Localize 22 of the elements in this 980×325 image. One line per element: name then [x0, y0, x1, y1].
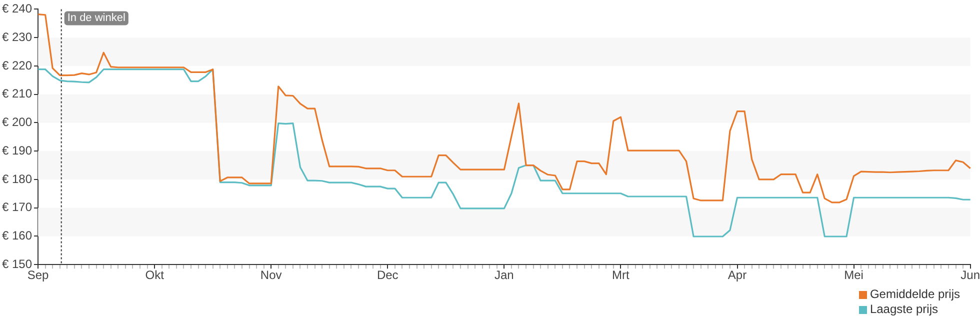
x-tick-label: Okt: [145, 268, 165, 282]
annotation: In de winkel: [67, 12, 126, 24]
y-tick-label: € 210: [2, 86, 32, 101]
x-tick-label: Apr: [728, 268, 747, 282]
x-tick-label: Jun: [960, 268, 980, 282]
y-tick-label: € 240: [2, 2, 32, 16]
y-tick-label: € 170: [2, 200, 32, 214]
legend-label: Laagste prijs: [870, 302, 938, 317]
y-tick-label: € 190: [2, 143, 32, 158]
y-tick-label: € 230: [2, 30, 32, 44]
y-tick-label: € 150: [2, 256, 32, 271]
y-tick-label: € 220: [2, 58, 32, 72]
y-tick-label: € 160: [2, 228, 32, 243]
x-tick-label: Mrt: [612, 268, 630, 282]
legend-label: Gemiddelde prijs: [870, 287, 960, 302]
y-tick-label: € 180: [2, 172, 32, 186]
x-tick-label: Dec: [376, 268, 398, 282]
x-tick-label: Nov: [260, 268, 282, 282]
x-tick-label: Mei: [844, 268, 864, 282]
x-tick-label: Jan: [494, 268, 514, 282]
y-tick-label: € 200: [2, 115, 32, 130]
x-tick-label: Sep: [27, 268, 50, 282]
